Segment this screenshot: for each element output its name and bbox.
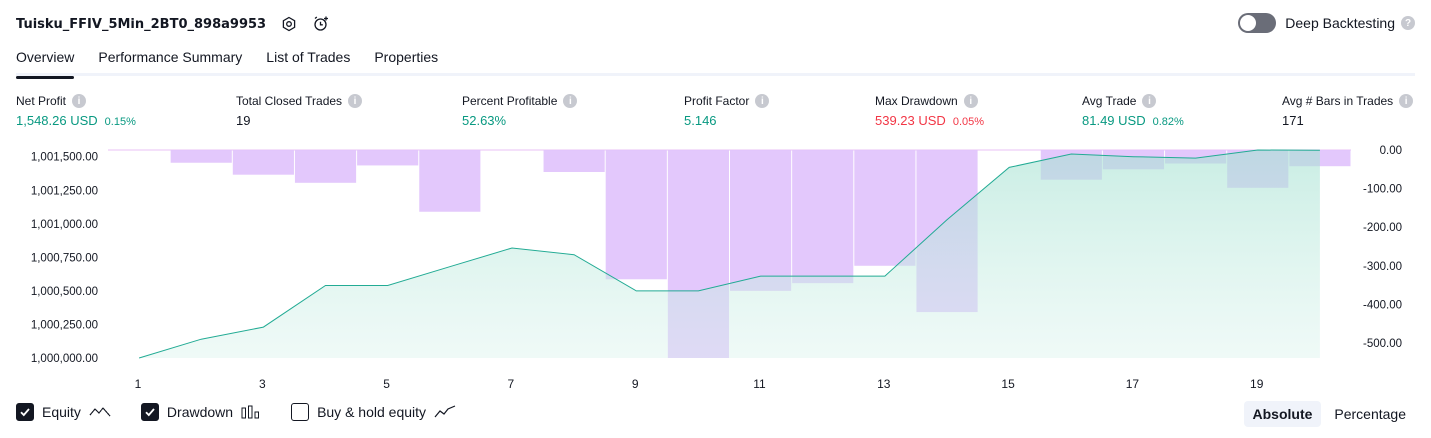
drawdown-bar bbox=[605, 150, 667, 280]
x-axis-tick-label: 11 bbox=[753, 377, 766, 391]
drawdown-bar bbox=[232, 150, 294, 175]
help-icon[interactable]: ? bbox=[1401, 16, 1415, 30]
legend-label: Drawdown bbox=[166, 404, 234, 420]
deep-backtesting-toggle[interactable] bbox=[1238, 13, 1277, 33]
right-axis-tick-label: -300.00 bbox=[1363, 261, 1402, 273]
metric-percent-profitable: Percent Profitable i 52.63% bbox=[462, 93, 578, 128]
mode-absolute-button[interactable]: Absolute bbox=[1243, 401, 1322, 427]
x-axis-tick-label: 19 bbox=[1250, 377, 1264, 391]
x-axis-tick-label: 13 bbox=[877, 377, 891, 391]
left-axis-tick-label: 1,000,500.00 bbox=[31, 286, 98, 298]
info-icon[interactable]: i bbox=[1399, 94, 1414, 108]
equity-line bbox=[138, 149, 1320, 359]
metric-label: Max Drawdown bbox=[875, 94, 958, 108]
left-axis-tick-label: 1,001,500.00 bbox=[31, 152, 98, 164]
metric-percent: 0.15% bbox=[104, 116, 136, 128]
display-mode-switch: Absolute Percentage bbox=[1240, 401, 1416, 427]
metric-total-closed-trades: Total Closed Trades i 19 bbox=[236, 93, 363, 128]
settings-icon[interactable] bbox=[280, 15, 298, 33]
legend-equity[interactable]: Equity bbox=[16, 403, 111, 421]
metric-value: 1,548.26 USD bbox=[16, 113, 98, 128]
right-axis-tick-label: -100.00 bbox=[1363, 184, 1402, 196]
left-axis-tick-label: 1,000,000.00 bbox=[31, 353, 98, 365]
metric-profit-factor: Profit Factor i 5.146 bbox=[684, 93, 770, 128]
drawdown-bar bbox=[854, 150, 916, 266]
x-axis-tick-label: 3 bbox=[259, 377, 266, 391]
drawdown-bar bbox=[543, 150, 605, 172]
metric-label: Total Closed Trades bbox=[236, 94, 343, 108]
metric-avg-trade: Avg Trade i 81.49 USD 0.82% bbox=[1082, 93, 1184, 128]
metric-label: Percent Profitable bbox=[462, 94, 558, 108]
legend-buy-hold[interactable]: Buy & hold equity bbox=[291, 403, 456, 421]
x-axis-tick-label: 5 bbox=[383, 377, 390, 391]
right-axis-tick-label: -400.00 bbox=[1363, 299, 1402, 311]
legend-label: Buy & hold equity bbox=[317, 404, 427, 420]
metric-label: Profit Factor bbox=[684, 94, 750, 108]
tab-properties[interactable]: Properties bbox=[374, 49, 439, 65]
metric-percent: 0.05% bbox=[952, 116, 985, 128]
info-icon[interactable]: i bbox=[348, 94, 363, 108]
left-axis-tick-label: 1,001,000.00 bbox=[31, 219, 98, 231]
x-axis-tick-label: 17 bbox=[1126, 377, 1140, 391]
drawdown-checkbox[interactable] bbox=[140, 403, 159, 421]
left-axis-tick-label: 1,000,250.00 bbox=[31, 319, 98, 331]
legend-label: Equity bbox=[42, 404, 81, 420]
right-axis-tick-label: -200.00 bbox=[1363, 222, 1402, 234]
mode-percentage-button[interactable]: Percentage bbox=[1334, 406, 1406, 422]
drawdown-bar bbox=[419, 150, 481, 212]
x-axis-tick-label: 15 bbox=[1001, 377, 1015, 391]
left-axis-tick-label: 1,000,750.00 bbox=[31, 252, 98, 264]
deep-backtesting-control: Deep Backtesting ? bbox=[1238, 13, 1415, 33]
strategy-title: Tuisku_FFIV_5Min_2BT0_898a9953 bbox=[16, 16, 267, 32]
metric-value: 5.146 bbox=[684, 113, 717, 128]
x-axis-tick-label: 9 bbox=[632, 377, 639, 391]
drawdown-bar bbox=[792, 150, 854, 284]
tab-performance-summary[interactable]: Performance Summary bbox=[98, 49, 243, 65]
equity-drawdown-chart[interactable]: 1,000,000.00 1,000,250.00 1,000,500.00 1,00… bbox=[0, 140, 1431, 395]
metric-value: 52.63% bbox=[462, 113, 507, 128]
x-axis-tick-label: 7 bbox=[508, 377, 515, 391]
metric-percent: 0.82% bbox=[1152, 116, 1184, 128]
buy-hold-checkbox[interactable] bbox=[291, 403, 310, 421]
metric-label: Net Profit bbox=[16, 94, 67, 108]
deep-backtesting-label: Deep Backtesting bbox=[1285, 15, 1395, 31]
left-axis-tick-label: 1,001,250.00 bbox=[31, 185, 98, 197]
equity-checkbox[interactable] bbox=[16, 403, 34, 421]
x-axis-tick-label: 1 bbox=[135, 377, 142, 391]
chart-legend: Equity Drawdown Buy & hold equity bbox=[16, 403, 486, 421]
right-axis-tick-label: -500.00 bbox=[1363, 338, 1402, 350]
report-tabs: Overview Performance Summary List of Tra… bbox=[16, 46, 1415, 79]
drawdown-bars-icon bbox=[241, 405, 261, 419]
info-icon[interactable]: i bbox=[963, 94, 978, 108]
metric-max-drawdown: Max Drawdown i 539.23 USD 0.05% bbox=[875, 93, 984, 128]
buy-hold-line-icon bbox=[434, 405, 456, 419]
equity-area bbox=[139, 150, 1320, 358]
drawdown-bar bbox=[730, 150, 792, 291]
metric-avg-bars: Avg # Bars in Trades i 171 bbox=[1282, 93, 1414, 128]
info-icon[interactable]: i bbox=[72, 94, 87, 108]
drawdown-bar bbox=[170, 150, 232, 163]
metric-label: Avg # Bars in Trades bbox=[1282, 94, 1394, 108]
metric-value: 539.23 USD bbox=[875, 113, 946, 128]
right-axis-tick-label: 0.00 bbox=[1380, 145, 1402, 157]
metric-net-profit: Net Profit i 1,548.26 USD 0.15% bbox=[16, 93, 136, 128]
metric-label: Avg Trade bbox=[1082, 94, 1137, 108]
metric-value: 171 bbox=[1282, 113, 1304, 128]
report-header: Tuisku_FFIV_5Min_2BT0_898a9953 bbox=[16, 12, 330, 36]
metric-value: 81.49 USD bbox=[1082, 113, 1146, 128]
metric-value: 19 bbox=[236, 113, 251, 128]
info-icon[interactable]: i bbox=[755, 94, 770, 108]
drawdown-bar bbox=[357, 150, 419, 166]
tab-overview[interactable]: Overview bbox=[16, 46, 75, 79]
drawdown-bar bbox=[294, 150, 357, 183]
add-alert-icon[interactable] bbox=[312, 15, 330, 33]
tab-list-of-trades[interactable]: List of Trades bbox=[266, 49, 351, 65]
equity-line-icon bbox=[89, 405, 111, 419]
info-icon[interactable]: i bbox=[563, 94, 578, 108]
legend-drawdown[interactable]: Drawdown bbox=[140, 403, 261, 421]
info-icon[interactable]: i bbox=[1142, 94, 1157, 108]
